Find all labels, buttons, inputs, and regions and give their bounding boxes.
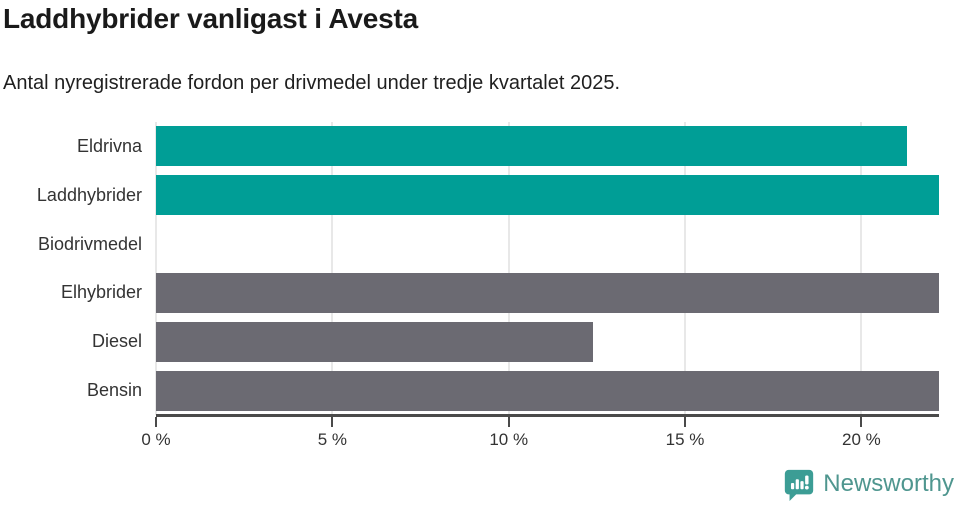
gridlines <box>155 122 939 415</box>
brand: Newsworthy <box>782 467 954 501</box>
newsworthy-logo-icon <box>785 469 814 501</box>
bar-row: Elhybrider <box>61 268 939 317</box>
tick-mark-15 <box>684 417 687 427</box>
tick-mark-5 <box>331 417 334 427</box>
category-label: Elhybrider <box>60 282 142 303</box>
bar-chart-plot-area: Eldrivna Laddhybrider Biodrivmedel Elhybrid… <box>37 122 939 415</box>
category-label: Bensin <box>86 380 142 401</box>
tick-mark-10 <box>507 417 510 427</box>
tick-label-20: 20 % <box>842 430 881 449</box>
x-axis-ticks: 0 % 5 % 10 % 15 % 20 % <box>141 417 939 457</box>
gridline-15 <box>684 122 687 415</box>
bar-row: Diesel <box>92 317 939 366</box>
bar-rows: Eldrivna Laddhybrider Biodrivmedel Elhybrid… <box>37 122 939 415</box>
bar-bensin <box>156 370 939 411</box>
gridline-0 <box>155 122 157 415</box>
chart-subtitle: Antal nyregistrerade fordon per drivmede… <box>3 72 621 94</box>
category-label: Biodrivmedel <box>37 233 142 254</box>
tick-label-0: 0 % <box>141 430 171 449</box>
page-title: Laddhybrider vanligast i Avesta <box>3 3 418 34</box>
tick-label-5: 5 % <box>317 430 347 449</box>
gridline-20 <box>860 122 863 415</box>
x-axis-line <box>156 414 939 417</box>
bar-elhybrider <box>156 272 939 313</box>
tick-label-15: 15 % <box>665 430 705 449</box>
gridline-5 <box>331 122 334 415</box>
bar-laddhybrider <box>156 175 939 216</box>
tick-label-10: 10 % <box>489 430 529 449</box>
bar-row: Laddhybrider <box>37 171 939 220</box>
bar-row: Eldrivna <box>77 122 939 171</box>
category-label: Diesel <box>91 331 142 352</box>
bar-row: Bensin <box>87 366 939 415</box>
bar-row: Biodrivmedel <box>38 220 939 269</box>
bar-diesel <box>156 321 594 362</box>
gridline-10 <box>507 122 510 415</box>
tick-mark-20 <box>860 417 863 427</box>
brand-name: Newsworthy <box>823 470 954 497</box>
bar-eldrivna <box>156 126 908 167</box>
tick-mark-0 <box>155 417 157 427</box>
category-label: Laddhybrider <box>36 184 142 205</box>
category-label: Eldrivna <box>76 135 142 156</box>
